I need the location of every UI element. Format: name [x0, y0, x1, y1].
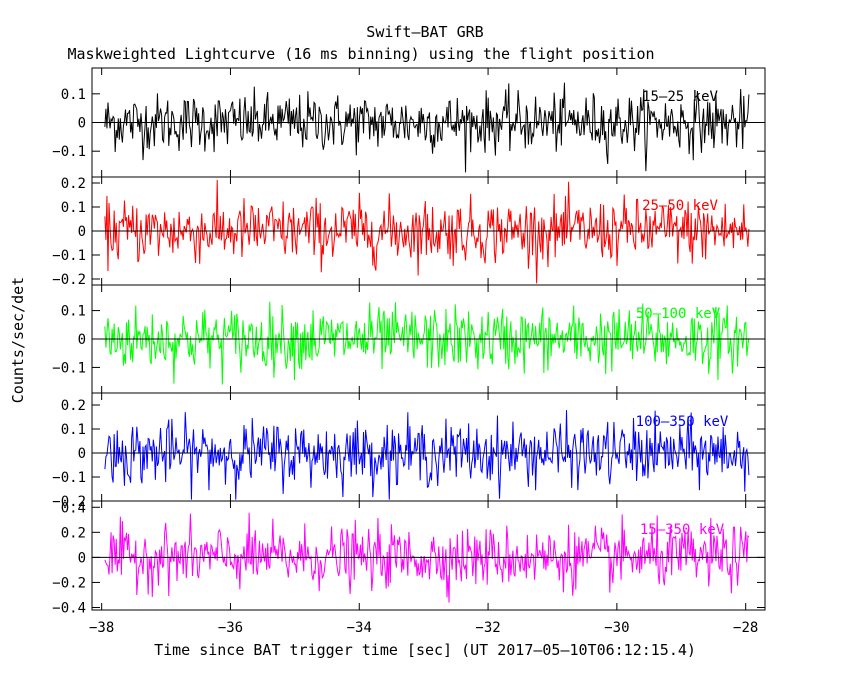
x-tick-label: −38 — [89, 620, 114, 636]
y-tick-label: −0.2 — [52, 494, 86, 510]
y-tick-label: 0.1 — [61, 304, 86, 320]
panel-2: −0.2 −0.1 0 0.1 0.2 25–50 keV — [52, 176, 766, 288]
band-label: 15–350 keV — [640, 522, 725, 538]
y-tick-label: 0.2 — [61, 525, 86, 541]
y-tick-label: −0.1 — [52, 470, 86, 486]
x-tick-label: −30 — [604, 620, 629, 636]
chart-title: Swift–BAT GRB — [366, 23, 483, 41]
y-tick-label: 0 — [78, 224, 86, 240]
x-tick-label: −34 — [347, 620, 372, 636]
series-trace-3 — [104, 301, 750, 385]
y-tick-label: −0.1 — [52, 360, 86, 376]
y-tick-label: −0.4 — [52, 600, 86, 616]
y-tick-label: 0 — [78, 332, 86, 348]
y-tick-label: −0.1 — [52, 248, 86, 264]
y-tick-label: 0.1 — [61, 87, 86, 103]
y-tick-label: 0 — [78, 116, 86, 132]
y-tick-label: 0 — [78, 550, 86, 566]
y-tick-label: −0.2 — [52, 575, 86, 591]
panel-frame — [91, 500, 766, 611]
series-trace-5 — [104, 512, 750, 603]
y-tick-label: −0.1 — [52, 144, 86, 160]
panels-group: −0.1 0 0.1 15–25 keV −0.2 −0.1 0 0.1 0.2 25–50 ke… — [52, 67, 766, 636]
panel-3: −0.1 0 0.1 50–100 keV — [52, 284, 766, 394]
y-axis-label: Counts/sec/det — [9, 277, 27, 403]
panel-1: −0.1 0 0.1 15–25 keV — [52, 67, 766, 178]
panel-4: −0.2 −0.1 0 0.1 0.2 100–350 keV — [52, 392, 766, 510]
series-trace-1 — [104, 82, 750, 173]
y-tick-label: 0.1 — [61, 422, 86, 438]
panel-5: −0.4 −0.2 0 0.2 0.4 15–350 keV — [52, 500, 766, 616]
series-trace-2 — [104, 179, 750, 284]
x-tick-label: −36 — [218, 620, 243, 636]
band-label: 50–100 keV — [636, 306, 721, 322]
x-tick-label: −32 — [475, 620, 500, 636]
chart-subtitle: Maskweighted Lightcurve (16 ms binning) … — [68, 45, 655, 63]
band-label: 25–50 keV — [642, 198, 718, 214]
y-tick-label: 0 — [78, 446, 86, 462]
y-tick-label: −0.2 — [52, 272, 86, 288]
band-label: 100–350 keV — [636, 414, 729, 430]
y-tick-label: 0.2 — [61, 398, 86, 414]
series-trace-4 — [104, 410, 750, 500]
x-tick-label: −28 — [733, 620, 758, 636]
y-tick-label: 0.4 — [61, 500, 86, 516]
y-tick-label: 0.1 — [61, 200, 86, 216]
band-label: 15–25 keV — [642, 89, 718, 105]
y-tick-label: 0.2 — [61, 176, 86, 192]
x-axis-label: Time since BAT trigger time [sec] (UT 20… — [154, 641, 696, 659]
